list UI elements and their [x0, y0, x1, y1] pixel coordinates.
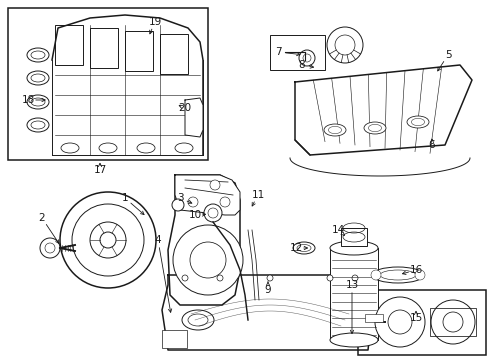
Ellipse shape — [137, 143, 155, 153]
Circle shape — [72, 204, 143, 276]
Bar — [364, 314, 382, 322]
Circle shape — [40, 238, 60, 258]
Ellipse shape — [329, 241, 377, 255]
Circle shape — [100, 232, 116, 248]
Text: 20: 20 — [178, 103, 191, 113]
Bar — [340, 228, 366, 246]
Text: 5: 5 — [444, 50, 450, 60]
Polygon shape — [184, 98, 203, 137]
Circle shape — [370, 270, 380, 280]
Ellipse shape — [27, 71, 49, 85]
Bar — [160, 34, 187, 74]
Text: 12: 12 — [289, 243, 302, 253]
Ellipse shape — [99, 143, 117, 153]
Circle shape — [374, 297, 424, 347]
Text: 13: 13 — [345, 280, 358, 290]
Polygon shape — [52, 15, 203, 155]
Polygon shape — [175, 175, 240, 215]
Bar — [8, 8, 207, 160]
Circle shape — [430, 300, 474, 344]
Text: 7: 7 — [274, 47, 281, 57]
Bar — [269, 35, 325, 70]
Circle shape — [203, 204, 222, 222]
Text: 10: 10 — [188, 210, 201, 220]
Circle shape — [60, 192, 156, 288]
Text: 11: 11 — [251, 190, 264, 200]
Circle shape — [351, 275, 357, 281]
Ellipse shape — [61, 143, 79, 153]
Text: 18: 18 — [21, 95, 35, 105]
Ellipse shape — [329, 333, 377, 347]
Circle shape — [172, 199, 183, 211]
Circle shape — [298, 50, 314, 66]
Circle shape — [173, 225, 243, 295]
Polygon shape — [168, 175, 240, 305]
Circle shape — [387, 310, 411, 334]
Text: 15: 15 — [408, 313, 422, 323]
Circle shape — [217, 275, 223, 281]
Circle shape — [90, 222, 126, 258]
Circle shape — [190, 242, 225, 278]
Bar — [90, 28, 118, 68]
Ellipse shape — [182, 310, 214, 330]
Text: 16: 16 — [408, 265, 422, 275]
Ellipse shape — [406, 116, 428, 128]
Ellipse shape — [175, 143, 193, 153]
Bar — [429, 308, 475, 336]
Ellipse shape — [27, 118, 49, 132]
Circle shape — [326, 27, 362, 63]
Text: 17: 17 — [93, 165, 106, 175]
Ellipse shape — [371, 267, 423, 283]
Circle shape — [182, 275, 187, 281]
Text: 2: 2 — [39, 213, 45, 223]
Ellipse shape — [363, 122, 385, 134]
Circle shape — [266, 275, 272, 281]
Polygon shape — [162, 275, 374, 350]
Text: 3: 3 — [176, 193, 183, 203]
Bar — [125, 31, 153, 71]
Ellipse shape — [27, 48, 49, 62]
Polygon shape — [294, 65, 471, 155]
Text: 4: 4 — [154, 235, 161, 245]
Text: 14: 14 — [331, 225, 344, 235]
Ellipse shape — [324, 124, 346, 136]
Circle shape — [209, 180, 220, 190]
Bar — [162, 330, 186, 348]
Text: 1: 1 — [122, 193, 128, 203]
Text: 9: 9 — [264, 285, 271, 295]
Ellipse shape — [27, 95, 49, 109]
Text: 8: 8 — [298, 60, 305, 70]
Ellipse shape — [292, 242, 314, 254]
Circle shape — [442, 312, 462, 332]
Circle shape — [326, 275, 332, 281]
Polygon shape — [329, 248, 377, 340]
Text: 6: 6 — [428, 140, 434, 150]
Circle shape — [220, 197, 229, 207]
Circle shape — [414, 270, 424, 280]
Bar — [55, 25, 83, 65]
Circle shape — [187, 197, 198, 207]
Text: 19: 19 — [148, 17, 162, 27]
Bar — [357, 290, 485, 355]
